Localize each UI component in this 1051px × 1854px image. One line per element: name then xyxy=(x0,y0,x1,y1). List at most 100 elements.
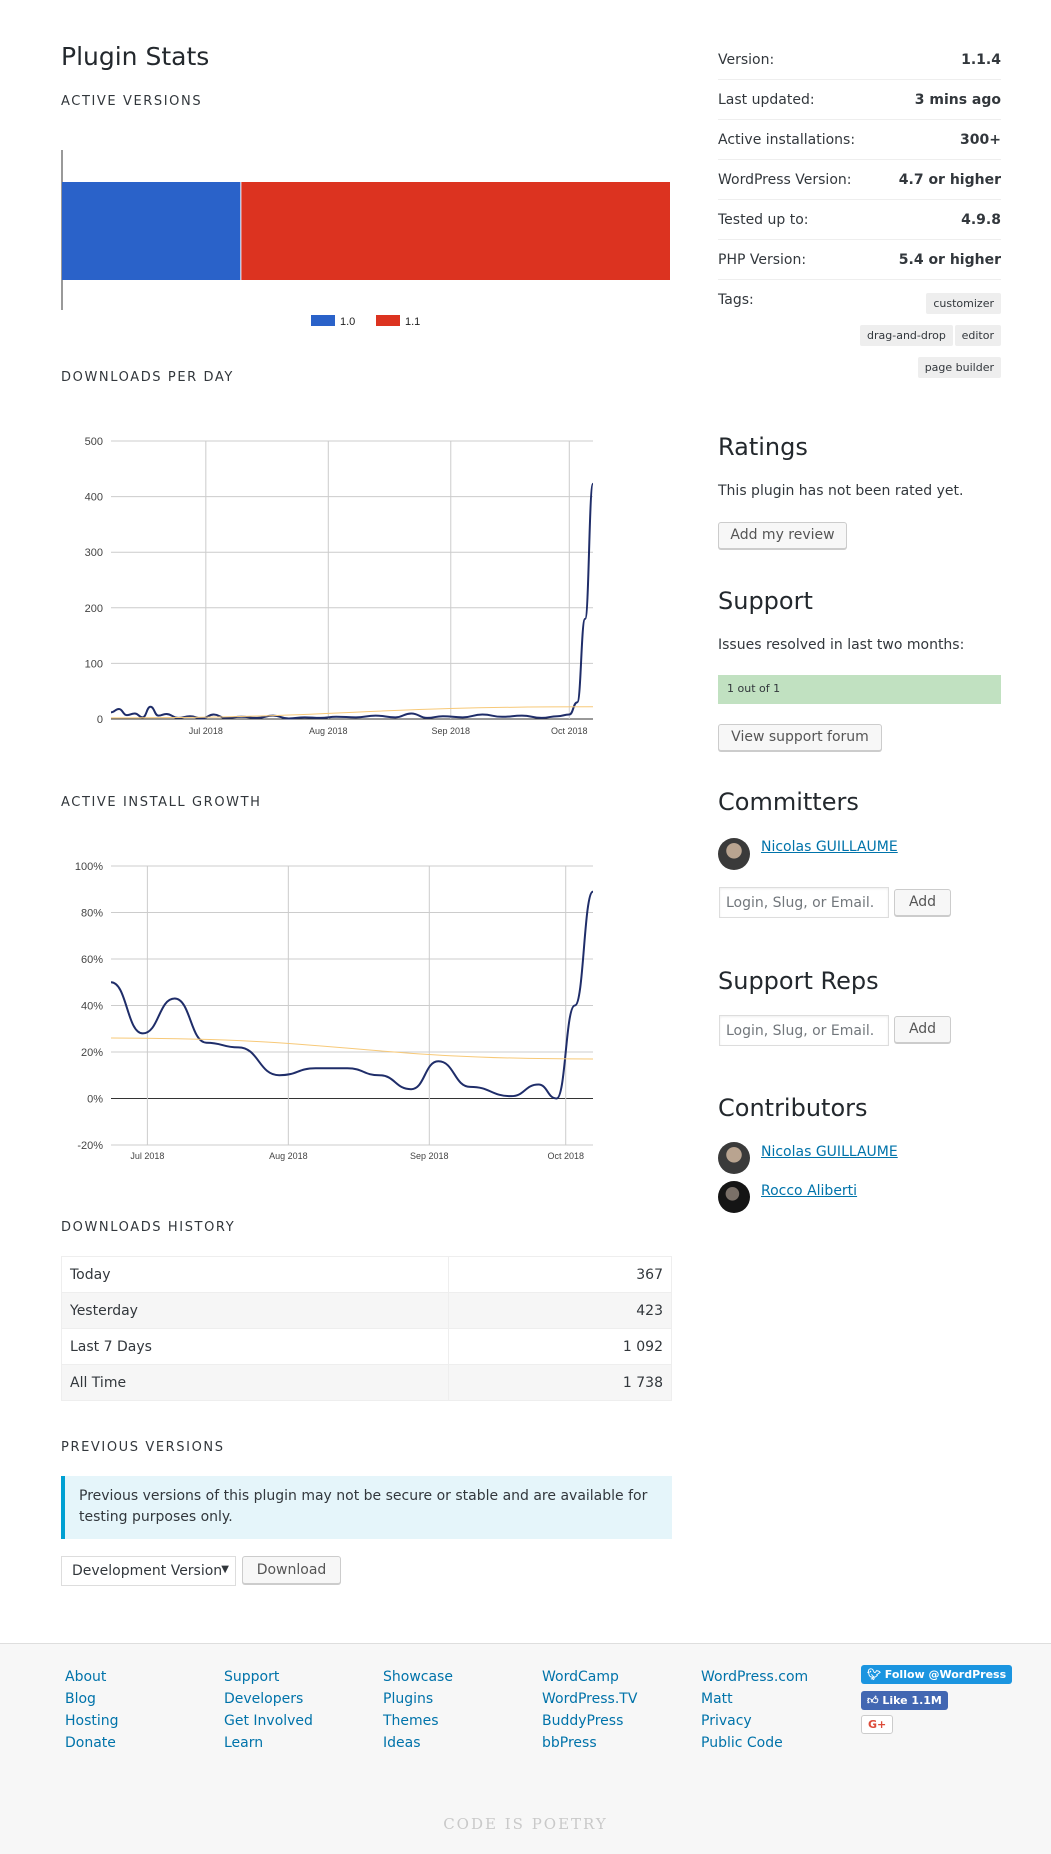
footer-link[interactable]: Privacy xyxy=(701,1713,752,1729)
footer-link[interactable]: Matt xyxy=(701,1691,733,1707)
facebook-like-button[interactable]: 👍︎ Like 1.1M xyxy=(861,1691,948,1710)
tag-editor[interactable]: editor xyxy=(954,325,1001,346)
footer-link[interactable]: Learn xyxy=(224,1735,264,1751)
y-tick-label: 500 xyxy=(85,436,103,448)
x-tick-label: Sep 2018 xyxy=(431,726,470,736)
contributor-link-1[interactable]: Nicolas GUILLAUME xyxy=(761,1144,898,1160)
history-label: All Time xyxy=(61,1364,449,1401)
meta-key: Version: xyxy=(718,52,775,68)
footer-link[interactable]: Showcase xyxy=(383,1669,453,1685)
y-tick-label: 200 xyxy=(85,603,103,615)
active-versions-chart: 1.0 1.1 xyxy=(61,150,671,328)
history-label: Last 7 Days xyxy=(61,1328,449,1365)
trend-line xyxy=(110,706,594,719)
footer-column: About Blog Hosting Donate xyxy=(65,1666,119,1754)
tag-customizer[interactable]: customizer xyxy=(926,293,1001,314)
footer-link[interactable]: WordCamp xyxy=(542,1669,619,1685)
footer-link[interactable]: Support xyxy=(224,1669,280,1685)
y-tick-label: 80% xyxy=(81,908,103,920)
legend-label: 1.1 xyxy=(405,316,420,328)
footer-column: WordCamp WordPress.TV BuddyPress bbPress xyxy=(542,1666,637,1754)
y-tick-label: 40% xyxy=(81,1001,103,1013)
footer-link[interactable]: BuddyPress xyxy=(542,1713,624,1729)
footer-column: Support Developers Get Involved Learn xyxy=(224,1666,313,1754)
committer-input[interactable] xyxy=(719,887,889,918)
downloads-history-heading: DOWNLOADS HISTORY xyxy=(61,1220,236,1235)
footer-link[interactable]: Ideas xyxy=(383,1735,421,1751)
footer-link[interactable]: Public Code xyxy=(701,1735,783,1751)
x-tick-label: Jul 2018 xyxy=(189,726,223,736)
footer-column: Showcase Plugins Themes Ideas xyxy=(383,1666,453,1754)
committer-add-button[interactable]: Add xyxy=(894,889,951,916)
download-button[interactable]: Download xyxy=(242,1556,341,1584)
footer-link[interactable]: Blog xyxy=(65,1691,96,1707)
meta-value: 3 mins ago xyxy=(914,92,1001,108)
legend-swatch xyxy=(311,315,335,326)
y-tick-label: 0 xyxy=(97,714,103,726)
meta-key: PHP Version: xyxy=(718,252,807,268)
tag-page-builder[interactable]: page builder xyxy=(917,357,1001,378)
x-tick-label: Aug 2018 xyxy=(309,726,348,736)
ratings-text: This plugin has not been rated yet. xyxy=(718,483,964,499)
footer-link[interactable]: About xyxy=(65,1669,107,1685)
meta-value: 300+ xyxy=(960,132,1001,148)
history-label: Yesterday xyxy=(61,1292,449,1329)
x-tick-label: Aug 2018 xyxy=(269,1151,308,1161)
footer-link[interactable]: Themes xyxy=(383,1713,439,1729)
support-resolved-text: 1 out of 1 xyxy=(727,682,781,695)
footer-link[interactable]: Get Involved xyxy=(224,1713,313,1729)
footer-link[interactable]: Donate xyxy=(65,1735,116,1751)
twitter-icon: 🐦︎ xyxy=(867,1668,885,1681)
add-review-button[interactable]: Add my review xyxy=(718,522,847,549)
committer-link[interactable]: Nicolas GUILLAUME xyxy=(761,839,898,855)
downloads-history-table: Today 367 Yesterday 423 Last 7 Days 1 092 All … xyxy=(61,1256,673,1401)
footer-link[interactable]: WordPress.TV xyxy=(542,1691,638,1707)
active-install-growth-heading: ACTIVE INSTALL GROWTH xyxy=(61,795,262,810)
tags-label: Tags: xyxy=(718,292,754,308)
footer-link[interactable]: Developers xyxy=(224,1691,304,1707)
view-support-forum-button[interactable]: View support forum xyxy=(718,724,882,751)
support-heading: Support xyxy=(718,587,813,615)
y-tick-label: 20% xyxy=(81,1047,103,1059)
trend-line xyxy=(110,1037,594,1060)
meta-row: Version: 1.1.4 xyxy=(718,40,1001,80)
committer-avatar xyxy=(718,838,750,870)
committers-heading: Committers xyxy=(718,788,859,816)
footer-link[interactable]: bbPress xyxy=(542,1735,597,1751)
contributors-heading: Contributors xyxy=(718,1094,868,1122)
footer-link[interactable]: WordPress.com xyxy=(701,1669,809,1685)
active-versions-heading: ACTIVE VERSIONS xyxy=(61,94,203,109)
chevron-down-icon: ▼ xyxy=(221,1564,229,1575)
meta-value: 4.7 or higher xyxy=(898,172,1001,188)
y-tick-label: 100 xyxy=(85,658,103,670)
tag-drag-and-drop[interactable]: drag-and-drop xyxy=(860,325,953,346)
facebook-label: Like 1.1M xyxy=(882,1694,942,1707)
support-rep-add-button[interactable]: Add xyxy=(894,1016,951,1043)
table-row: All Time 1 738 xyxy=(61,1364,673,1401)
meta-key: Active installations: xyxy=(718,132,856,148)
table-row: Last 7 Days 1 092 xyxy=(61,1328,673,1365)
footer-column: WordPress.com Matt Privacy Public Code xyxy=(701,1666,808,1754)
google-plus-button[interactable]: G+ xyxy=(861,1715,894,1734)
meta-value: 1.1.4 xyxy=(961,52,1001,68)
x-tick-label: Sep 2018 xyxy=(410,1151,449,1161)
active-install-growth-chart: -20% 0% 20% 40% 60% 80% 100% Jul 2018 Aug 2018 Se… xyxy=(75,861,594,1161)
twitter-follow-button[interactable]: 🐦︎ Follow @WordPress xyxy=(861,1665,1013,1684)
history-value: 1 738 xyxy=(447,1364,673,1401)
y-tick-label: -20% xyxy=(77,1140,103,1152)
meta-row: Last updated: 3 mins ago xyxy=(718,80,1001,120)
meta-row: PHP Version: 5.4 or higher xyxy=(718,240,1001,280)
footer-link[interactable]: Hosting xyxy=(65,1713,119,1729)
version-select[interactable]: Development Version ▼ xyxy=(61,1556,236,1586)
history-label: Today xyxy=(61,1256,449,1293)
footer: About Blog Hosting Donate Support Developers G… xyxy=(0,1643,1051,1854)
support-rep-input[interactable] xyxy=(719,1015,889,1046)
meta-row: Tested up to: 4.9.8 xyxy=(718,200,1001,240)
data-series-line xyxy=(110,482,594,720)
x-tick-label: Jul 2018 xyxy=(130,1151,164,1161)
footer-link[interactable]: Plugins xyxy=(383,1691,434,1707)
table-row: Today 367 xyxy=(61,1256,673,1293)
downloads-per-day-heading: DOWNLOADS PER DAY xyxy=(61,370,234,385)
thumbs-up-icon: 👍︎ xyxy=(867,1694,883,1707)
contributor-link-2[interactable]: Rocco Aliberti xyxy=(761,1183,858,1199)
